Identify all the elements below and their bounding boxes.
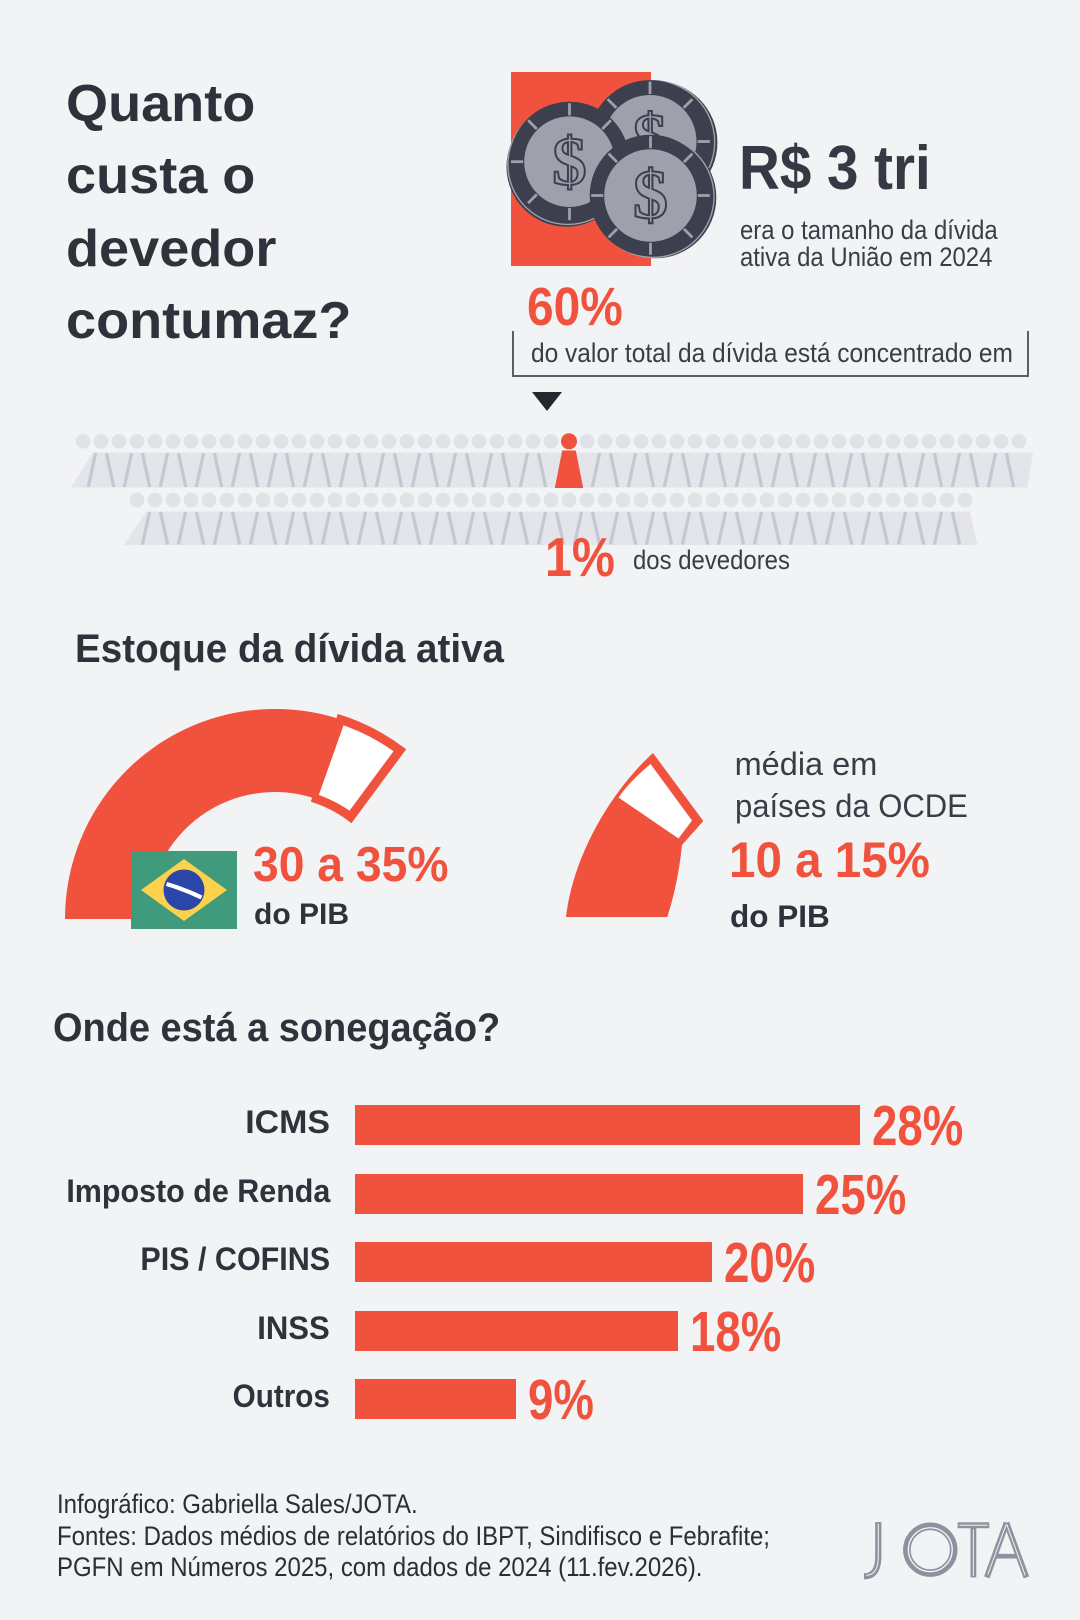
svg-text:$: $ [633, 157, 668, 234]
svg-text:$: $ [552, 124, 587, 200]
